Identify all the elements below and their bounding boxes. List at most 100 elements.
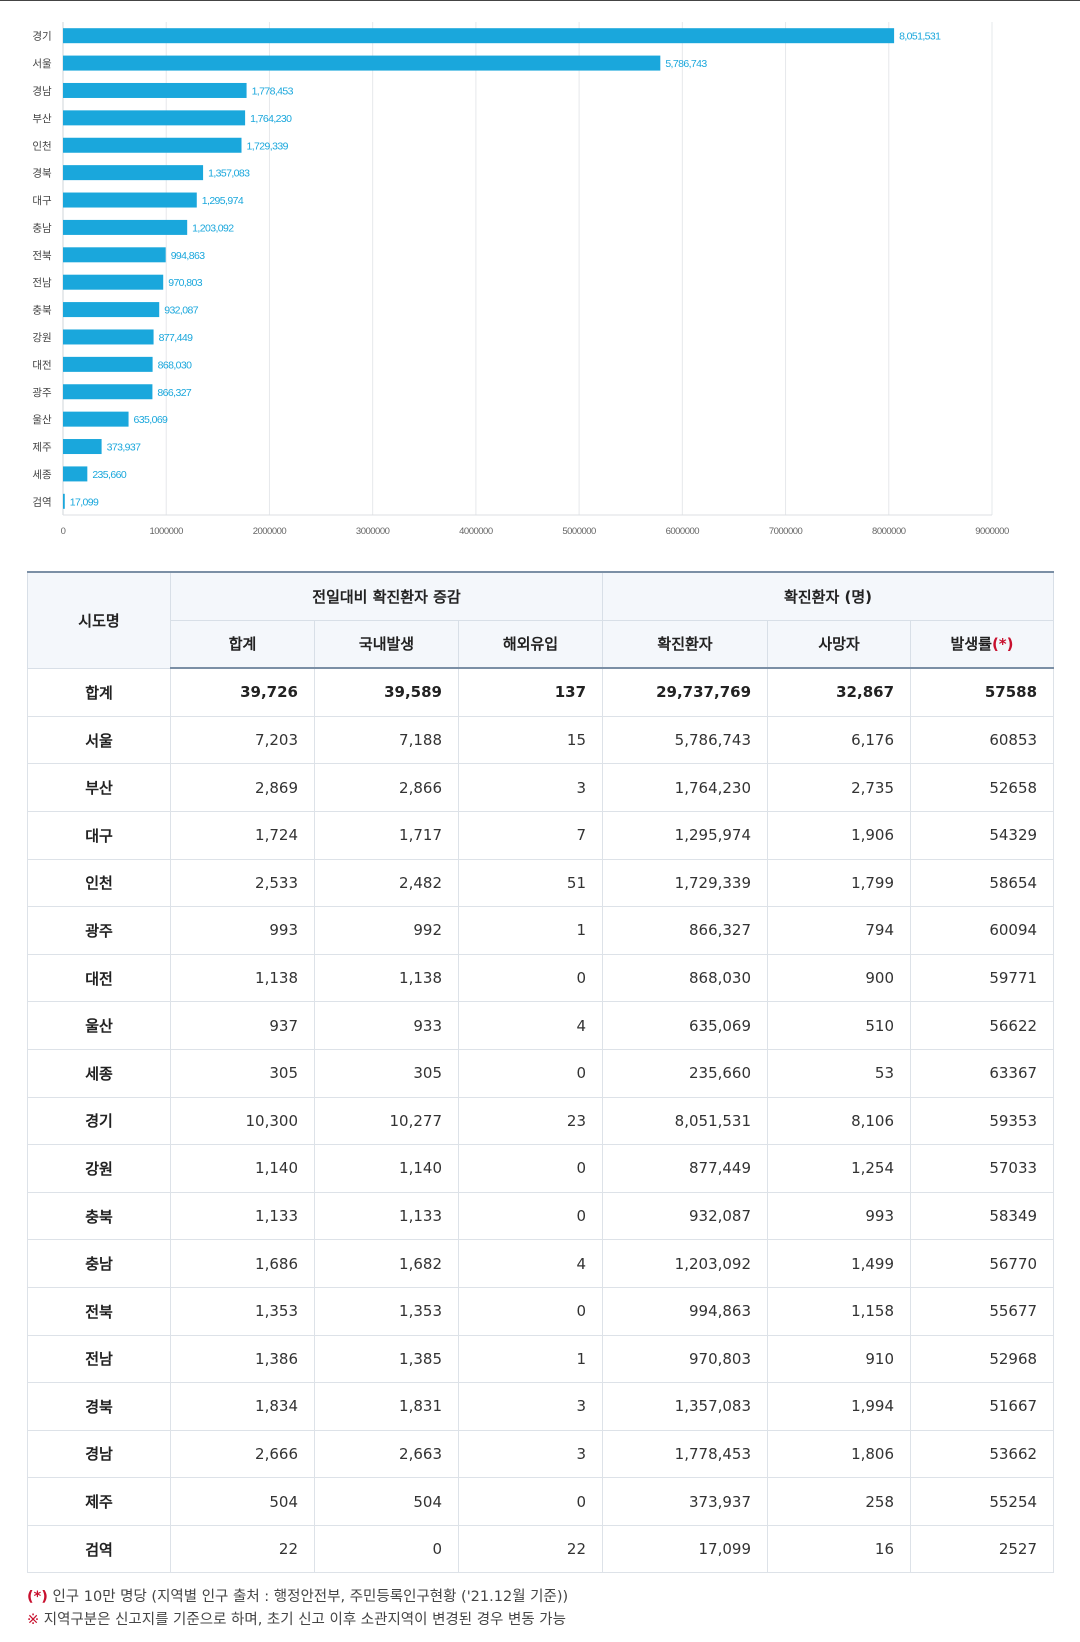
cell-domestic: 1,385 bbox=[314, 1334, 459, 1384]
cell-domestic: 1,717 bbox=[314, 810, 459, 860]
cell-sum: 1,724 bbox=[170, 810, 315, 860]
cell-rate: 52968 bbox=[910, 1334, 1055, 1384]
top-border-line bbox=[0, 0, 1080, 1]
cell-overseas: 0 bbox=[457, 1286, 604, 1336]
category-label: 제주 bbox=[32, 442, 52, 454]
bar-value-label: 8,051,531 bbox=[899, 31, 941, 43]
cell-sum: 39,726 bbox=[170, 667, 315, 717]
header-deaths: 사망자 bbox=[767, 619, 912, 670]
cell-region: 전남 bbox=[27, 1334, 171, 1384]
bar-value-label: 635,069 bbox=[134, 414, 169, 426]
cell-domestic: 504 bbox=[314, 1477, 459, 1526]
cell-confirmed: 1,729,339 bbox=[602, 858, 769, 908]
cell-domestic: 1,133 bbox=[314, 1191, 459, 1241]
category-label: 인천 bbox=[32, 140, 51, 152]
category-label: 충북 bbox=[32, 305, 52, 317]
x-tick-label: 1000000 bbox=[149, 526, 183, 537]
cell-domestic: 1,682 bbox=[314, 1239, 459, 1288]
bar bbox=[63, 274, 164, 290]
cell-sum: 1,133 bbox=[170, 1191, 315, 1241]
table-body: 합계 39,726 39,589 137 29,737,769 32,867 5… bbox=[27, 667, 1055, 1574]
cell-deaths: 794 bbox=[767, 906, 912, 955]
category-label: 경기 bbox=[32, 30, 51, 43]
cell-region: 서울 bbox=[27, 715, 171, 765]
table-row: 경기 10,300 10,277 23 8,051,531 8,106 59353 bbox=[27, 1096, 1055, 1146]
cell-confirmed: 8,051,531 bbox=[602, 1096, 769, 1146]
table-row: 대구 1,724 1,717 7 1,295,974 1,906 54329 bbox=[27, 810, 1055, 860]
cell-confirmed: 1,764,230 bbox=[602, 763, 769, 812]
cell-deaths: 6,176 bbox=[767, 715, 912, 765]
bar-value-label: 868,030 bbox=[158, 359, 193, 371]
cell-confirmed: 17,099 bbox=[602, 1524, 769, 1574]
bar-value-label: 1,729,339 bbox=[247, 140, 289, 152]
bar bbox=[63, 384, 153, 400]
cell-rate: 53662 bbox=[910, 1429, 1055, 1479]
confirmed-cases-bar-chart: 0 1000000 2000000 3000000 4000000 5000000 6000… bbox=[0, 0, 1080, 560]
cell-confirmed: 866,327 bbox=[602, 906, 769, 955]
table-header-row-1: 시도명 전일대비 확진환자 증감 확진환자 (명) bbox=[27, 570, 1055, 669]
cell-region: 충북 bbox=[27, 1191, 171, 1241]
cell-rate: 60853 bbox=[910, 715, 1055, 765]
table-row: 서울 7,203 7,188 15 5,786,743 6,176 60853 bbox=[27, 715, 1055, 765]
cell-domestic: 39,589 bbox=[314, 667, 459, 717]
footnote-region-text: 지역구분은 신고지를 기준으로 하며, 초기 신고 이후 소관지역이 변경된 경… bbox=[39, 1612, 566, 1628]
bar-value-label: 994,863 bbox=[171, 250, 206, 262]
bar bbox=[63, 192, 197, 208]
table-row: 광주 993 992 1 866,327 794 60094 bbox=[27, 906, 1055, 955]
table-row: 충북 1,133 1,133 0 932,087 993 58349 bbox=[27, 1191, 1055, 1241]
bar bbox=[63, 439, 102, 455]
cell-rate: 59771 bbox=[910, 953, 1055, 1003]
cell-region: 충남 bbox=[27, 1239, 171, 1288]
table-row-total: 합계 39,726 39,589 137 29,737,769 32,867 5… bbox=[27, 667, 1055, 717]
cell-domestic: 1,138 bbox=[314, 953, 459, 1003]
footnote-rate-mark: (*) bbox=[27, 1589, 48, 1605]
cell-region: 강원 bbox=[27, 1144, 171, 1193]
cell-confirmed: 932,087 bbox=[602, 1191, 769, 1241]
cell-overseas: 0 bbox=[457, 953, 604, 1003]
cell-rate: 58349 bbox=[910, 1191, 1055, 1241]
table-row: 대전 1,138 1,138 0 868,030 900 59771 bbox=[27, 953, 1055, 1003]
category-label: 강원 bbox=[32, 332, 51, 344]
footnotes: (*) 인구 10만 명당 (지역별 인구 출처 : 행정안전부, 주민등록인구… bbox=[27, 1586, 568, 1632]
cell-overseas: 3 bbox=[457, 763, 604, 812]
cell-overseas: 0 bbox=[457, 1144, 604, 1193]
category-label: 광주 bbox=[32, 387, 52, 399]
bar bbox=[63, 28, 895, 44]
bar bbox=[63, 247, 166, 263]
cell-rate: 52658 bbox=[910, 763, 1055, 812]
x-tick-label: 4000000 bbox=[459, 526, 493, 537]
cell-deaths: 1,799 bbox=[767, 858, 912, 908]
cell-confirmed: 29,737,769 bbox=[602, 667, 769, 717]
cell-overseas: 15 bbox=[457, 715, 604, 765]
cell-confirmed: 235,660 bbox=[602, 1048, 769, 1098]
cell-rate: 63367 bbox=[910, 1048, 1055, 1098]
bar bbox=[63, 302, 160, 318]
cell-rate: 2527 bbox=[910, 1524, 1055, 1574]
cell-overseas: 23 bbox=[457, 1096, 604, 1146]
table-row: 세종 305 305 0 235,660 53 63367 bbox=[27, 1048, 1055, 1098]
cell-domestic: 1,831 bbox=[314, 1382, 459, 1431]
bar-value-label: 1,778,453 bbox=[252, 85, 294, 97]
bar-value-label: 17,099 bbox=[70, 496, 99, 508]
category-label: 검역 bbox=[32, 496, 51, 508]
category-label: 경남 bbox=[32, 84, 52, 97]
cell-sum: 504 bbox=[170, 1477, 315, 1526]
cell-rate: 58654 bbox=[910, 858, 1055, 908]
cell-region: 검역 bbox=[27, 1524, 171, 1574]
bar bbox=[63, 329, 154, 345]
cell-sum: 937 bbox=[170, 1001, 315, 1050]
cell-region: 부산 bbox=[27, 763, 171, 812]
bar bbox=[63, 82, 247, 98]
cell-overseas: 4 bbox=[457, 1001, 604, 1050]
x-tick-label: 8000000 bbox=[872, 526, 906, 537]
cell-domestic: 992 bbox=[314, 906, 459, 955]
x-tick-label: 9000000 bbox=[975, 526, 1009, 537]
cell-confirmed: 5,786,743 bbox=[602, 715, 769, 765]
table-row: 충남 1,686 1,682 4 1,203,092 1,499 56770 bbox=[27, 1239, 1055, 1288]
cell-overseas: 0 bbox=[457, 1191, 604, 1241]
cell-region: 광주 bbox=[27, 906, 171, 955]
table-row: 경남 2,666 2,663 3 1,778,453 1,806 53662 bbox=[27, 1429, 1055, 1479]
cell-sum: 22 bbox=[170, 1524, 315, 1574]
cell-domestic: 7,188 bbox=[314, 715, 459, 765]
x-tick-label: 2000000 bbox=[253, 526, 287, 537]
